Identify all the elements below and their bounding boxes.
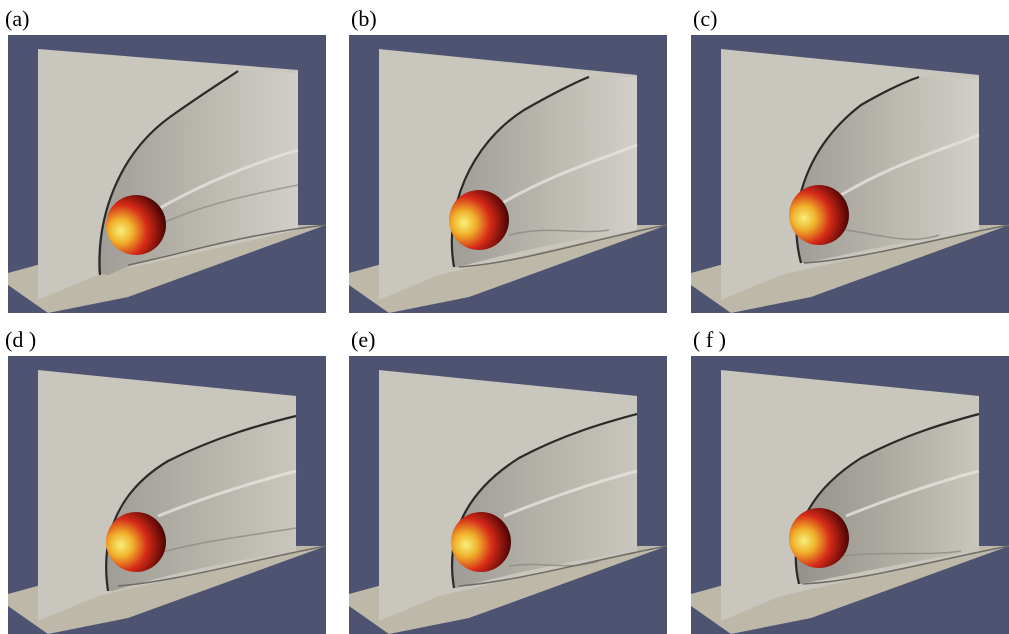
simulation-render-e [349,356,667,634]
panel-label-c: (c) [693,6,718,31]
simulation-render-f [691,356,1009,634]
simulation-render-d [8,356,326,634]
panel-a: (a) [5,0,326,313]
simulation-render-b [349,35,667,313]
panel-e: (e) [349,321,667,634]
panel-label-e: (e) [351,327,376,352]
simulation-render-c [691,35,1009,313]
panel-f: ( f ) [691,321,1009,634]
panel-label-a: (a) [5,6,30,31]
panel-c: (c) [691,0,1009,313]
simulation-render-a [8,35,326,313]
panel-label-f: ( f ) [693,327,726,352]
panel-d: (d ) [5,321,326,634]
panel-b: (b) [349,0,667,313]
panel-label-b: (b) [351,6,377,31]
panel-label-d: (d ) [5,327,37,352]
